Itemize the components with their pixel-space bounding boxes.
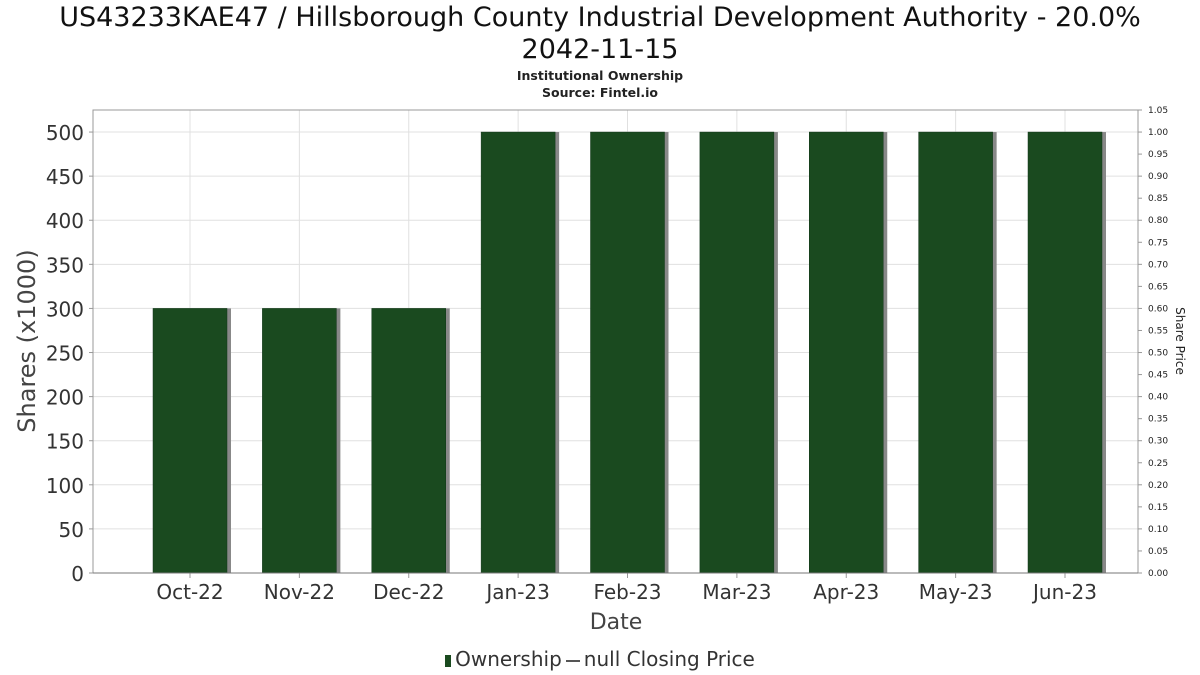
ownership-bar: [699, 131, 775, 574]
x-tick-label: May-23: [919, 580, 993, 604]
x-tick-label: Nov-22: [264, 580, 335, 604]
ownership-bar: [918, 131, 993, 574]
y2-tick-label: 0.35: [1148, 415, 1168, 425]
x-tick-label: Apr-23: [813, 580, 879, 604]
y2-tick-label: 0.70: [1148, 260, 1168, 270]
legend-price-label: null Closing Price: [583, 647, 755, 671]
x-axis: Oct-22 Nov-22 Dec-22 Jan-23 Feb-23 Mar-23 Apr-…: [93, 572, 1138, 604]
y-tick-label: 350: [46, 253, 84, 277]
y2-tick-label: 0.20: [1148, 481, 1168, 491]
chart-source: Source: Fintel.io: [542, 85, 658, 100]
y2-tick-label: 0.75: [1148, 238, 1168, 248]
y2-tick-label: 1.05: [1148, 106, 1168, 116]
y2-tick-label: 0.65: [1148, 282, 1168, 292]
y-tick-label: 150: [46, 430, 84, 454]
x-tick-label: Feb-23: [593, 580, 661, 604]
x-tick-label: Jun-23: [1031, 580, 1097, 604]
y2-tick-label: 0.40: [1148, 393, 1168, 403]
x-axis-label: Date: [590, 610, 643, 635]
y-tick-label: 100: [46, 474, 84, 498]
y2-tick-label: 0.15: [1148, 503, 1168, 513]
x-tick-label: Oct-22: [156, 580, 223, 604]
ownership-bar: [262, 308, 337, 574]
y-tick-label: 300: [46, 297, 84, 321]
y2-tick-label: 0.00: [1148, 569, 1168, 579]
y2-tick-label: 0.80: [1148, 216, 1168, 226]
y2-tick-label: 0.90: [1148, 172, 1168, 182]
ownership-bar: [1027, 131, 1103, 574]
chart-title-line1: US43233KAE47 / Hillsborough County Indus…: [59, 2, 1141, 33]
legend: Ownership null Closing Price: [0, 647, 1200, 671]
ownership-bar: [480, 131, 556, 574]
price-legend-line: [565, 659, 580, 662]
legend-ownership-label: Ownership: [455, 647, 562, 671]
y-tick-label: 250: [46, 342, 84, 366]
ownership-bar: [152, 308, 228, 574]
y-tick-label: 400: [46, 209, 84, 233]
y2-tick-label: 0.05: [1148, 547, 1168, 557]
ownership-bar: [809, 131, 884, 574]
y-tick-label: 500: [46, 121, 84, 145]
x-tick-label: Mar-23: [702, 580, 771, 604]
y2-tick-label: 0.45: [1148, 371, 1168, 381]
ownership-legend-swatch: [445, 654, 452, 667]
y-tick-label: 0: [71, 562, 84, 586]
y-tick-label: 200: [46, 386, 84, 410]
y2-tick-label: 0.95: [1148, 150, 1168, 160]
y2-tick-label: 0.60: [1148, 304, 1168, 314]
ownership-bar: [590, 131, 665, 574]
chart-title-line2: 2042-11-15: [521, 34, 679, 65]
y-axis-label: Shares (x1000): [13, 249, 41, 432]
y2-tick-label: 0.10: [1148, 525, 1168, 535]
y2-axis-label: Share Price: [1173, 307, 1187, 375]
y2-axis: 0.00 0.05 0.10 0.15 0.20 0.25 0.30 0.35 0.40 0.45…: [1138, 106, 1168, 579]
y-axis: 0 50 100 150 200 250 300 350 400 450 500: [46, 121, 93, 586]
y2-tick-label: 0.30: [1148, 437, 1168, 447]
y-tick-label: 450: [46, 165, 84, 189]
y2-tick-label: 0.25: [1148, 459, 1168, 469]
y-tick-label: 50: [59, 518, 84, 542]
y2-tick-label: 0.50: [1148, 349, 1168, 359]
ownership-bar: [371, 308, 446, 574]
y2-tick-label: 1.00: [1148, 128, 1168, 138]
bars: [152, 131, 1106, 574]
y2-tick-label: 0.55: [1148, 326, 1168, 336]
chart-subtitle: Institutional Ownership: [516, 68, 684, 83]
x-tick-label: Jan-23: [484, 580, 550, 604]
x-tick-label: Dec-22: [373, 580, 444, 604]
y2-tick-label: 0.85: [1148, 194, 1168, 204]
